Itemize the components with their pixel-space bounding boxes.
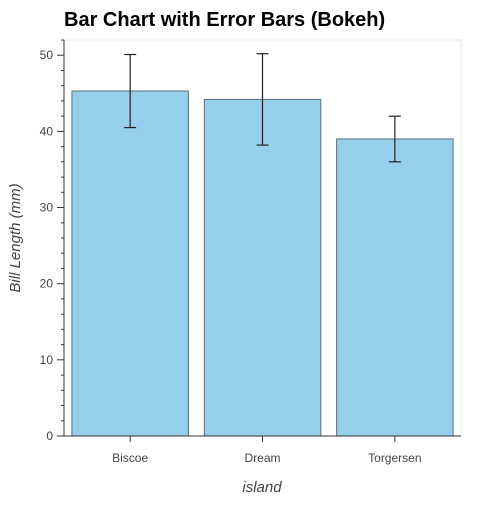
x-tick-label-biscoe: Biscoe [112, 451, 148, 465]
chart-title: Bar Chart with Error Bars (Bokeh) [64, 9, 385, 31]
y-axis: 0 10 20 30 40 50 [40, 39, 65, 443]
error-bars-layer [124, 53, 401, 163]
x-tick-label-torgersen: Torgersen [368, 451, 421, 465]
y-tick-label-30: 30 [40, 201, 54, 215]
bar-biscoe [71, 90, 189, 437]
bars-layer [71, 90, 454, 437]
x-axis: Biscoe Dream Torgersen [64, 435, 461, 465]
bar-torgersen [336, 138, 454, 437]
x-tick-label-dream: Dream [244, 451, 280, 465]
bar-dream [203, 98, 322, 437]
y-axis-label: Bill Length (mm) [7, 183, 24, 292]
y-tick-label-0: 0 [46, 429, 53, 443]
y-tick-label-10: 10 [40, 353, 54, 367]
y-tick-label-20: 20 [40, 277, 54, 291]
x-axis-label: island [242, 479, 282, 496]
y-tick-label-40: 40 [40, 124, 54, 138]
y-tick-label-50: 50 [40, 48, 54, 62]
